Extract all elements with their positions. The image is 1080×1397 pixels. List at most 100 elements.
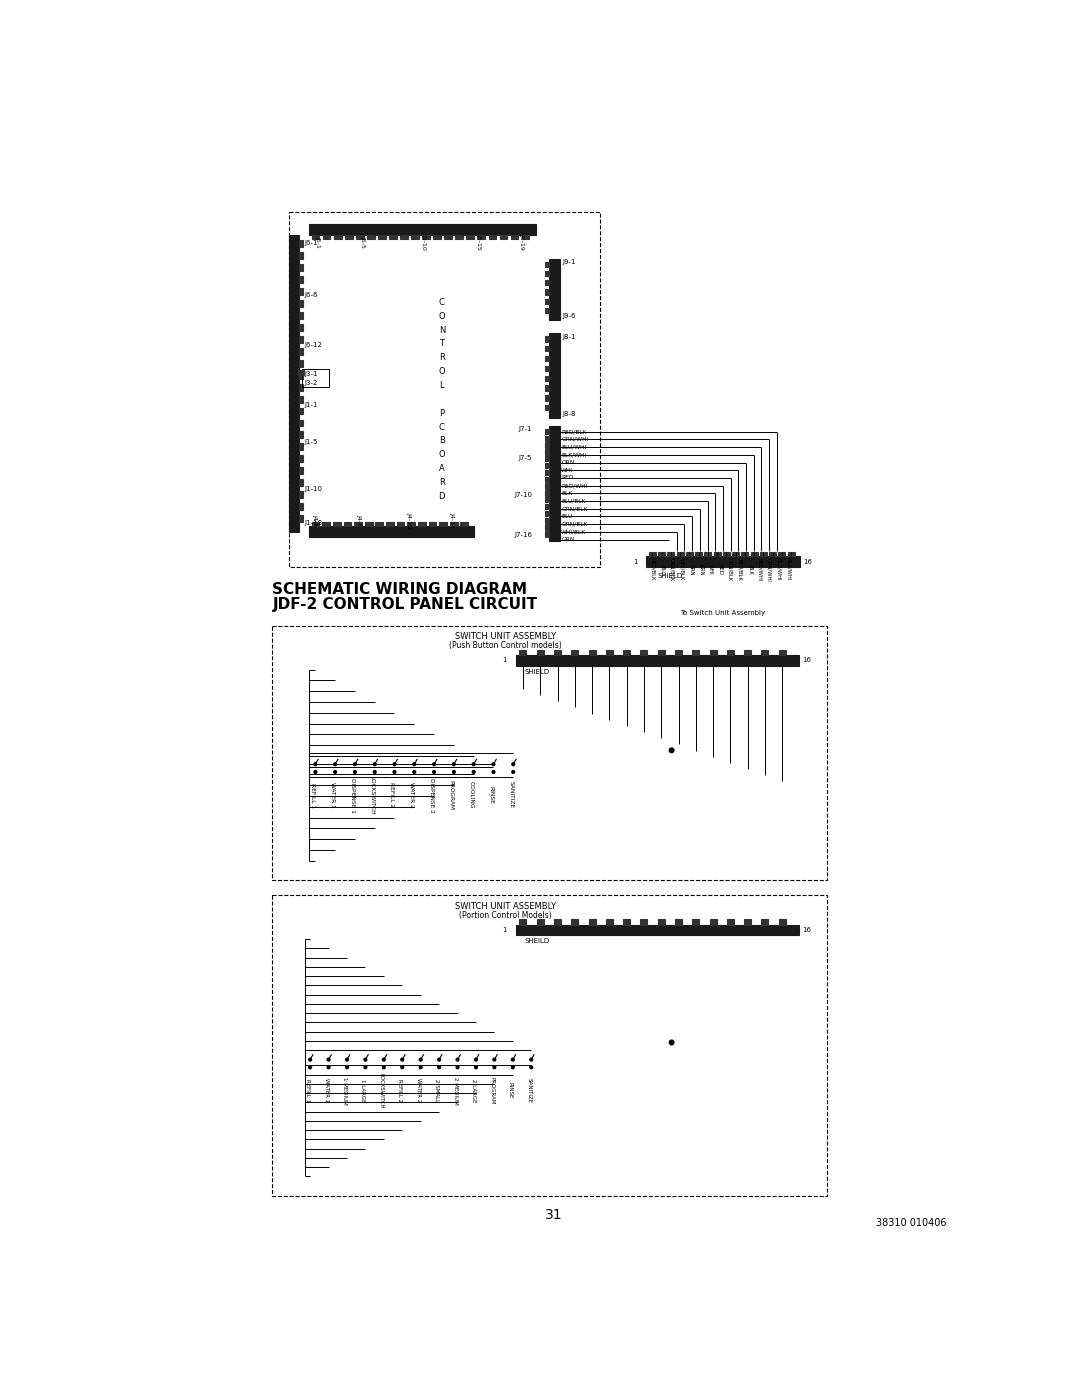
Text: RED: RED	[562, 475, 573, 481]
Bar	[418, 522, 426, 527]
Bar	[658, 650, 664, 655]
Bar	[545, 436, 549, 441]
Bar	[545, 299, 549, 305]
Circle shape	[382, 1058, 386, 1060]
Bar	[302, 369, 328, 387]
Circle shape	[474, 1058, 477, 1060]
Text: JDF-2 CONTROL PANEL CIRCUIT: JDF-2 CONTROL PANEL CIRCUIT	[272, 598, 538, 612]
Bar	[727, 919, 733, 925]
Bar	[322, 522, 330, 527]
Bar	[545, 455, 549, 461]
Bar	[545, 395, 549, 401]
Bar	[323, 235, 330, 239]
Text: 2 SMALL: 2 SMALL	[434, 1078, 440, 1102]
Text: J5-15: J5-15	[476, 233, 482, 250]
Circle shape	[309, 1066, 311, 1069]
Bar	[467, 235, 474, 239]
Bar	[606, 650, 612, 655]
Bar	[272, 626, 827, 880]
Bar	[299, 432, 303, 439]
Text: P: P	[440, 409, 444, 418]
Bar	[545, 279, 549, 285]
Text: BED/WHI: BED/WHI	[757, 557, 761, 581]
Bar	[354, 522, 362, 527]
Text: PROGRAM: PROGRAM	[489, 1077, 495, 1104]
Bar	[519, 650, 526, 655]
Bar	[545, 476, 549, 482]
Circle shape	[492, 763, 495, 766]
Bar	[356, 235, 364, 239]
Text: BLK: BLK	[562, 490, 572, 496]
Bar	[299, 479, 303, 486]
Circle shape	[364, 1066, 367, 1069]
Bar	[675, 919, 681, 925]
Text: DISPENSE 2: DISPENSE 2	[429, 778, 434, 813]
Text: 1 LARGE: 1 LARGE	[361, 1078, 365, 1102]
Bar	[545, 450, 549, 454]
Bar	[299, 515, 303, 522]
Text: BLK/WHI: BLK/WHI	[562, 453, 586, 457]
Text: A: A	[438, 464, 445, 474]
Bar	[646, 556, 800, 567]
Text: LOCKSWITCH: LOCKSWITCH	[369, 775, 375, 814]
Bar	[299, 335, 303, 342]
Text: 1 MEDIUM: 1 MEDIUM	[342, 1077, 347, 1104]
Circle shape	[353, 771, 356, 774]
Text: J5-10: J5-10	[422, 233, 427, 250]
Bar	[365, 522, 373, 527]
Circle shape	[346, 1066, 349, 1069]
Bar	[299, 264, 303, 271]
Text: ORN/BLK: ORN/BLK	[562, 521, 588, 527]
Circle shape	[456, 1058, 459, 1060]
Bar	[299, 455, 303, 462]
Bar	[477, 235, 485, 239]
Bar	[299, 443, 303, 450]
Text: BLU/WHI: BLU/WHI	[777, 559, 782, 581]
Text: WATER 1: WATER 1	[330, 782, 335, 807]
Text: GRN/BLK: GRN/BLK	[562, 506, 588, 511]
Text: BLU/BLK: BLU/BLK	[562, 499, 585, 503]
Text: J7-10: J7-10	[514, 492, 532, 497]
Bar	[298, 370, 305, 374]
Text: WATER 2: WATER 2	[409, 782, 415, 807]
Bar	[376, 522, 383, 527]
Bar	[692, 919, 699, 925]
Bar	[640, 650, 647, 655]
Bar	[549, 258, 559, 320]
Bar	[299, 300, 303, 307]
Bar	[299, 503, 303, 510]
Bar	[545, 497, 549, 503]
Text: B: B	[438, 436, 445, 446]
Text: WATER 1: WATER 1	[324, 1078, 328, 1102]
Text: J1-18: J1-18	[305, 520, 323, 527]
Bar	[623, 650, 630, 655]
Circle shape	[413, 763, 416, 766]
Text: J6-6: J6-6	[305, 292, 319, 298]
Bar	[519, 919, 526, 925]
Text: 2 MEDIUM: 2 MEDIUM	[453, 1077, 458, 1104]
Circle shape	[456, 1066, 459, 1069]
Bar	[545, 462, 549, 468]
Text: J7-16: J7-16	[514, 532, 532, 538]
Text: RED: RED	[718, 564, 723, 576]
Text: To Switch Unit Assembly: To Switch Unit Assembly	[680, 610, 766, 616]
Circle shape	[309, 1058, 311, 1060]
Text: J9-1: J9-1	[563, 260, 577, 265]
Bar	[389, 235, 396, 239]
Text: J8-1: J8-1	[563, 334, 577, 339]
Text: J1-5: J1-5	[305, 439, 319, 444]
Bar	[779, 552, 785, 556]
Bar	[309, 224, 536, 235]
Text: PROGRAM: PROGRAM	[449, 780, 454, 810]
Bar	[537, 919, 543, 925]
Circle shape	[474, 1066, 477, 1069]
Text: J1-1: J1-1	[305, 402, 319, 408]
Circle shape	[334, 763, 337, 766]
Text: BLK: BLK	[747, 564, 752, 574]
Bar	[545, 289, 549, 295]
Circle shape	[419, 1058, 422, 1060]
Circle shape	[512, 771, 514, 774]
Circle shape	[314, 771, 316, 774]
Bar	[545, 511, 549, 515]
Text: J9-6: J9-6	[563, 313, 577, 320]
